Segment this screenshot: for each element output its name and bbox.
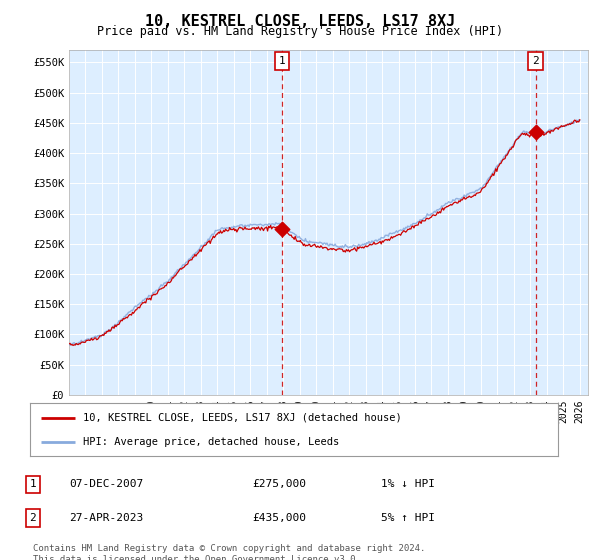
Text: £435,000: £435,000	[252, 513, 306, 523]
Text: 5% ↑ HPI: 5% ↑ HPI	[381, 513, 435, 523]
Text: 2: 2	[29, 513, 37, 523]
Text: 1: 1	[278, 55, 285, 66]
Text: 07-DEC-2007: 07-DEC-2007	[69, 479, 143, 489]
Text: 2: 2	[532, 55, 539, 66]
Text: 10, KESTREL CLOSE, LEEDS, LS17 8XJ: 10, KESTREL CLOSE, LEEDS, LS17 8XJ	[145, 14, 455, 29]
Text: Price paid vs. HM Land Registry's House Price Index (HPI): Price paid vs. HM Land Registry's House …	[97, 25, 503, 38]
Text: HPI: Average price, detached house, Leeds: HPI: Average price, detached house, Leed…	[83, 437, 339, 447]
Text: 27-APR-2023: 27-APR-2023	[69, 513, 143, 523]
Text: 1: 1	[29, 479, 37, 489]
Text: Contains HM Land Registry data © Crown copyright and database right 2024.
This d: Contains HM Land Registry data © Crown c…	[33, 544, 425, 560]
Text: 10, KESTREL CLOSE, LEEDS, LS17 8XJ (detached house): 10, KESTREL CLOSE, LEEDS, LS17 8XJ (deta…	[83, 413, 401, 423]
Point	[531, 128, 541, 137]
Text: £275,000: £275,000	[252, 479, 306, 489]
Text: 1% ↓ HPI: 1% ↓ HPI	[381, 479, 435, 489]
Point	[277, 224, 287, 233]
